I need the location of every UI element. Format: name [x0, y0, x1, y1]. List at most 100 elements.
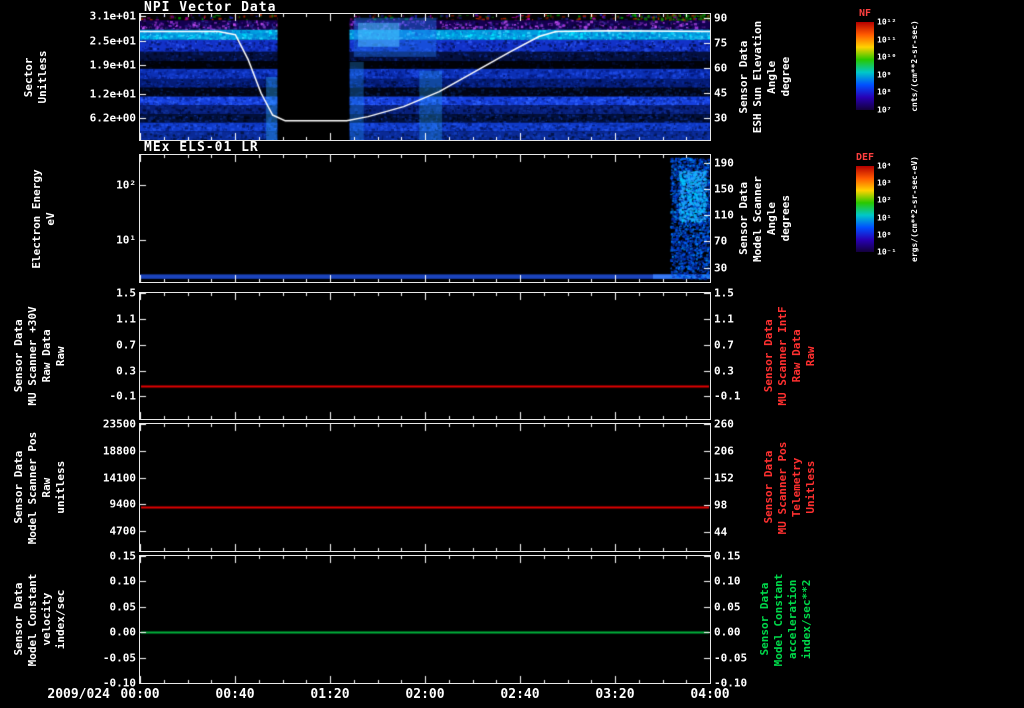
nf-colorbar-tick-label: 10⁸ — [877, 87, 892, 97]
nf-colorbar — [856, 22, 874, 110]
model-constant-y-tick-label: -0.10 — [102, 676, 136, 690]
mu-scanner-raw-y-axis-label-line: Raw — [54, 346, 67, 366]
scanner-pos-y-tick-label: 18800 — [102, 444, 136, 458]
nf-colorbar-tick-label: 10¹¹ — [877, 35, 897, 45]
x-tick-label: 02:40 — [500, 687, 540, 702]
x-tick-label: 03:20 — [595, 687, 635, 702]
scanner-pos-y-axis-label: Sensor Data Model Scanner Pos Raw unitless — [12, 431, 67, 544]
model-constant-right-tick-label: 0.15 — [714, 549, 741, 563]
model-constant-y-tick-label: -0.05 — [102, 651, 136, 665]
npi-spectrogram-plot-canvas — [140, 14, 710, 140]
npi-spectrogram-right-axis-label-line: Angle — [765, 60, 778, 94]
mu-scanner-raw-right-axis-label: Sensor Data MU Scanner IntF Raw Data Raw — [762, 306, 817, 405]
scanner-pos-right-axis-label-line: Sensor Data — [762, 451, 775, 524]
mu-scanner-raw-right-axis-label-line: MU Scanner IntF — [776, 306, 789, 406]
model-constant-right-tick-label: -0.10 — [714, 676, 748, 690]
els-spectrogram-y-axis-label-line: eV — [44, 211, 57, 226]
mu-scanner-raw-y-axis-label-line: MU Scanner +30V — [26, 306, 39, 406]
scanner-pos-right-axis-label-line: Telemetry — [790, 457, 803, 518]
els-spectrogram-right-axis-label: Sensor Data Model Scanner Angle degrees — [737, 175, 792, 261]
model-constant-right-tick-label: 0.00 — [714, 625, 741, 639]
x-tick-label: 00:00 — [120, 687, 160, 702]
scanner-pos-right-axis-label-line: Unitless — [804, 461, 817, 514]
model-constant-right-axis-label-line: Model Constant — [772, 573, 785, 666]
scanner-pos-y-tick-label: 23500 — [102, 417, 136, 431]
model-constant-y-tick-label: 0.10 — [109, 574, 137, 588]
mu-scanner-raw-right-tick-label: 0.3 — [714, 364, 734, 378]
scanner-pos-right-tick-label: 206 — [714, 444, 734, 458]
model-constant-panel — [139, 555, 711, 684]
scanner-pos-right-tick-label: 260 — [714, 417, 734, 431]
model-constant-right-axis-label-line: Sensor Data — [758, 583, 771, 656]
scanner-pos-y-tick-label: 4700 — [109, 524, 137, 538]
def-colorbar-tick-label: 10¹ — [877, 213, 892, 223]
scanner-pos-y-tick-label: 9400 — [109, 497, 137, 511]
els-spectrogram-right-axis-label-line: Model Scanner — [751, 175, 764, 262]
npi-spectrogram-y-tick-label: 1.2e+01 — [89, 87, 136, 101]
mu-scanner-raw-right-tick-label: 1.1 — [714, 312, 734, 326]
x-tick-label: 01:20 — [310, 687, 350, 702]
npi-spectrogram-y-tick-label: 1.9e+01 — [89, 58, 136, 72]
scanner-pos-y-axis-label-line: Raw — [40, 477, 53, 498]
els-spectrogram-y-axis-label-line: Electron Energy — [30, 168, 43, 269]
x-tick-label: 02:00 — [405, 687, 445, 702]
npi-spectrogram-panel — [139, 13, 711, 141]
def-colorbar-unit-label: ergs/(cm**2-sr-sec-eV) — [908, 156, 921, 262]
els-spectrogram-y-tick-label: 10¹ — [116, 233, 136, 247]
npi-spectrogram-right-axis-label: Sensor Data ESH Sun Elevation Angle degree — [737, 21, 792, 134]
npi-spectrogram-right-tick-label: 75 — [714, 36, 728, 50]
model-constant-right-axis-label: Sensor Data Model Constant acceleration ind… — [758, 573, 813, 666]
model-constant-plot-canvas — [140, 556, 710, 683]
els-spectrogram-right-tick-label: 70 — [714, 234, 728, 248]
nf-colorbar-tick-label: 10¹² — [877, 17, 897, 27]
npi-spectrogram-y-axis-label: Sector Unitless — [22, 51, 49, 104]
model-constant-y-axis-label: Sensor Data Model Constant velocity index/s… — [12, 573, 67, 666]
npi-spectrogram-y-axis-label-line: Sector — [22, 57, 35, 97]
els-spectrogram-right-tick-label: 110 — [714, 208, 734, 222]
nf-colorbar-unit-label: cnts/(cm**2-sr-sec) — [908, 20, 921, 112]
model-constant-right-tick-label: 0.05 — [714, 600, 741, 614]
npi-spectrogram-right-tick-label: 90 — [714, 11, 728, 25]
els-panel-title: MEx ELS-01 LR — [144, 140, 259, 155]
mu-scanner-raw-y-axis-label-line: Sensor Data — [12, 319, 25, 393]
npi-spectrogram-y-tick-label: 6.2e+00 — [89, 111, 136, 125]
mu-scanner-raw-panel — [139, 292, 711, 420]
scanner-pos-plot-canvas — [140, 424, 710, 551]
npi-spectrogram-y-tick-label: 2.5e+01 — [89, 34, 136, 48]
def-colorbar-tick-label: 10² — [877, 195, 892, 205]
els-spectrogram-right-axis-label-line: degrees — [779, 195, 792, 242]
els-spectrogram-right-axis-label-line: Angle — [765, 201, 778, 236]
mu-scanner-raw-right-axis-label-line: Raw Data — [790, 329, 803, 383]
npi-spectrogram-right-tick-label: 60 — [714, 61, 728, 75]
npi-spectrogram-right-axis-label-line: ESH Sun Elevation — [751, 20, 764, 134]
mu-scanner-raw-y-tick-label: 1.5 — [116, 286, 136, 300]
def-colorbar-unit-label-line: ergs/(cm**2-sr-sec-eV) — [910, 156, 919, 262]
x-tick-label: 04:00 — [690, 687, 730, 702]
els-spectrogram-right-tick-label: 30 — [714, 261, 728, 275]
model-constant-right-axis-label-line: index/sec**2 — [800, 579, 813, 660]
npi-spectrogram-right-axis-label-line: Sensor Data — [737, 40, 750, 114]
els-spectrogram-y-axis-label: Electron Energy eV — [30, 169, 57, 268]
model-constant-right-tick-label: 0.10 — [714, 574, 741, 588]
scanner-pos-right-axis-label: Sensor Data MU Scanner Pos Telemetry Unitle… — [762, 441, 817, 534]
mu-scanner-raw-y-tick-label: -0.1 — [109, 389, 137, 403]
mu-scanner-raw-y-tick-label: 1.1 — [116, 312, 136, 326]
scanner-pos-right-tick-label: 98 — [714, 498, 728, 512]
mu-scanner-raw-right-axis-label-line: Raw — [804, 346, 817, 366]
nf-colorbar-unit-label-line: cnts/(cm**2-sr-sec) — [910, 20, 919, 112]
scanner-pos-right-axis-label-line: MU Scanner Pos — [776, 441, 789, 534]
npi-spectrogram-y-tick-label: 3.1e+01 — [89, 9, 136, 23]
els-spectrogram-y-tick-label: 10² — [116, 178, 136, 192]
els-spectrogram-right-tick-label: 150 — [714, 182, 734, 196]
model-constant-y-tick-label: 0.05 — [109, 600, 137, 614]
npi-spectrogram-right-tick-label: 30 — [714, 111, 728, 125]
scanner-pos-y-axis-label-line: unitless — [54, 461, 67, 514]
mu-scanner-raw-right-axis-label-line: Sensor Data — [762, 319, 775, 393]
els-spectrogram-plot-canvas — [140, 155, 710, 282]
model-constant-y-axis-label-line: index/sec — [54, 589, 67, 650]
mu-scanner-raw-y-axis-label: Sensor Data MU Scanner +30V Raw Data Raw — [12, 306, 67, 405]
mu-scanner-raw-right-tick-label: -0.1 — [714, 389, 741, 403]
def-colorbar-tick-label: 10⁰ — [877, 230, 892, 240]
npi-spectrogram-y-axis-label-line: Unitless — [36, 50, 49, 104]
